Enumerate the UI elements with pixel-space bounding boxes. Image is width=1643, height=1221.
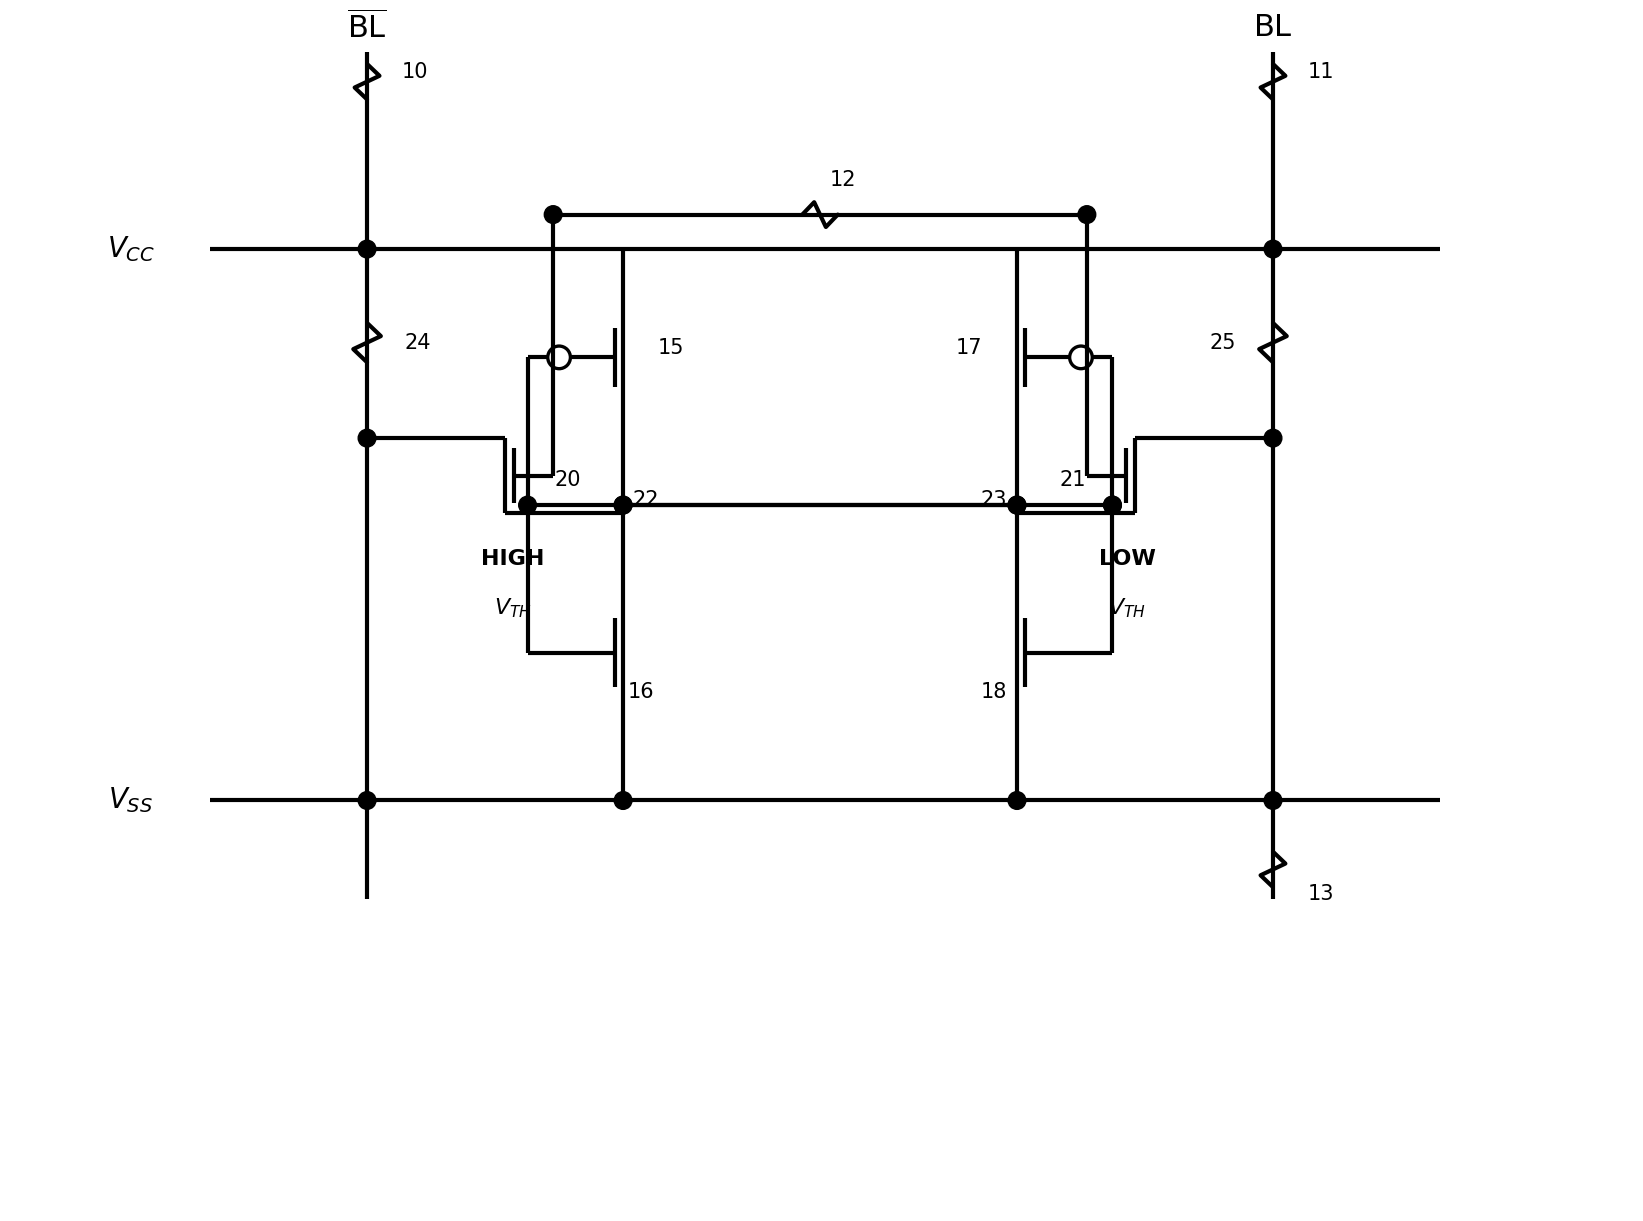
Circle shape (1104, 496, 1121, 514)
Text: 17: 17 (956, 337, 983, 358)
Text: 20: 20 (554, 470, 580, 491)
Text: $\overline{\mathrm{BL}}$: $\overline{\mathrm{BL}}$ (347, 11, 388, 45)
Text: 16: 16 (628, 683, 654, 702)
Circle shape (1263, 430, 1282, 447)
Text: HIGH: HIGH (481, 549, 544, 569)
Text: $V_{SS}$: $V_{SS}$ (108, 785, 153, 816)
Text: 23: 23 (981, 490, 1007, 510)
Circle shape (358, 430, 376, 447)
Text: 15: 15 (657, 337, 683, 358)
Text: 21: 21 (1060, 470, 1086, 491)
Circle shape (1009, 791, 1025, 810)
Circle shape (1263, 241, 1282, 258)
Circle shape (614, 496, 633, 514)
Circle shape (1263, 791, 1282, 810)
Text: 22: 22 (633, 490, 659, 510)
Text: $V_{CC}$: $V_{CC}$ (107, 234, 154, 264)
Text: LOW: LOW (1099, 549, 1155, 569)
Circle shape (614, 791, 633, 810)
Circle shape (358, 791, 376, 810)
Text: 24: 24 (404, 332, 430, 353)
Text: 18: 18 (981, 683, 1007, 702)
Circle shape (1078, 205, 1096, 223)
Text: 13: 13 (1308, 884, 1334, 904)
Text: 10: 10 (401, 62, 429, 82)
Circle shape (614, 496, 633, 514)
Text: $V_{TH}$: $V_{TH}$ (495, 597, 532, 620)
Text: 12: 12 (830, 170, 856, 190)
Circle shape (1009, 496, 1025, 514)
Circle shape (519, 496, 536, 514)
Circle shape (358, 241, 376, 258)
Circle shape (544, 205, 562, 223)
Text: $V_{TH}$: $V_{TH}$ (1109, 597, 1147, 620)
Text: 11: 11 (1308, 62, 1334, 82)
Text: $\mathrm{BL}$: $\mathrm{BL}$ (1254, 13, 1293, 42)
Circle shape (1009, 496, 1025, 514)
Text: 25: 25 (1209, 332, 1236, 353)
Circle shape (1104, 496, 1121, 514)
